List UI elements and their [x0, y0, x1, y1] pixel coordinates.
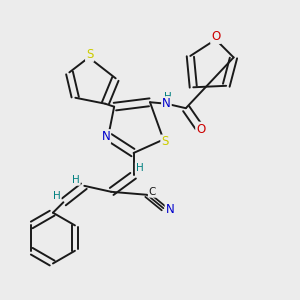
Text: H: H	[164, 92, 172, 102]
Text: N: N	[166, 202, 174, 216]
Text: C: C	[149, 187, 156, 197]
Text: S: S	[161, 135, 169, 148]
Text: H: H	[72, 175, 80, 185]
Text: H: H	[53, 191, 61, 201]
Text: N: N	[101, 130, 110, 143]
Text: O: O	[196, 123, 206, 136]
Text: H: H	[136, 163, 143, 173]
Text: O: O	[211, 30, 220, 43]
Text: N: N	[162, 97, 171, 110]
Text: S: S	[86, 48, 93, 61]
